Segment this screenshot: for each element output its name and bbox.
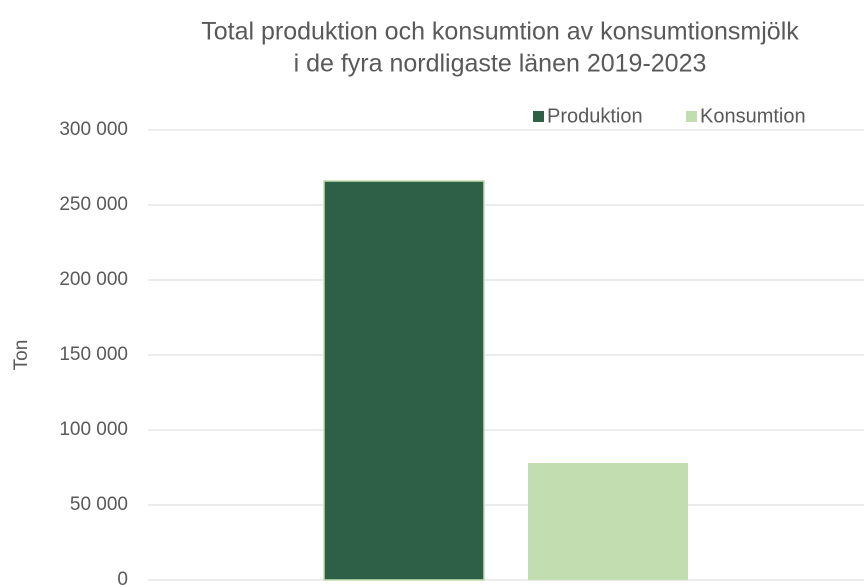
bar (528, 463, 688, 580)
bar (323, 180, 485, 581)
y-tick-label: 250 000 (59, 194, 128, 215)
chart-title: i de fyra nordligaste länen 2019-2023 (294, 50, 707, 78)
y-tick-label: 0 (117, 569, 128, 587)
y-tick-label: 100 000 (59, 419, 128, 440)
y-tick-label: 150 000 (59, 344, 128, 365)
legend-label: Konsumtion (700, 105, 806, 127)
y-tick-label: 200 000 (59, 269, 128, 290)
y-tick-label: 50 000 (70, 494, 128, 515)
legend-label: Produktion (547, 105, 643, 127)
chart-title: Total produktion och konsumtion av konsu… (201, 18, 799, 46)
y-tick-label: 300 000 (59, 119, 128, 140)
legend-swatch (533, 111, 544, 122)
legend-swatch (686, 111, 697, 122)
y-axis-label: Ton (11, 340, 32, 371)
